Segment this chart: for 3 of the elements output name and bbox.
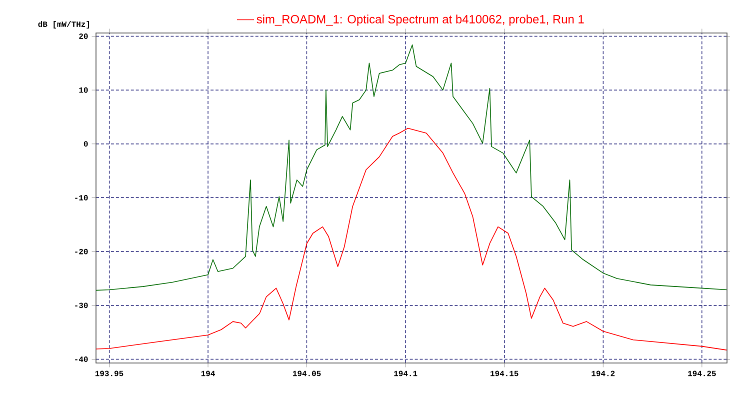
- line-series: [96, 128, 728, 350]
- legend-label: sim_ROADM_1: Optical Spectrum at b410062, probe1, Run 1: [256, 14, 584, 26]
- line-series: [96, 44, 728, 291]
